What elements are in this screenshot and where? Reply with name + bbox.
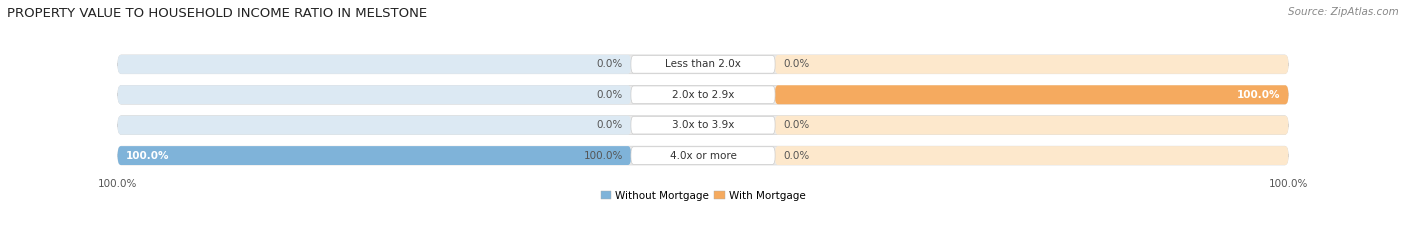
Text: Source: ZipAtlas.com: Source: ZipAtlas.com <box>1288 7 1399 17</box>
Text: 100.0%: 100.0% <box>98 179 138 189</box>
FancyBboxPatch shape <box>775 116 1288 135</box>
FancyBboxPatch shape <box>775 146 1288 165</box>
FancyBboxPatch shape <box>775 55 1288 74</box>
FancyBboxPatch shape <box>775 85 1288 104</box>
Text: Less than 2.0x: Less than 2.0x <box>665 59 741 69</box>
Text: 100.0%: 100.0% <box>1237 90 1279 100</box>
FancyBboxPatch shape <box>118 146 631 165</box>
FancyBboxPatch shape <box>118 55 1288 74</box>
Text: PROPERTY VALUE TO HOUSEHOLD INCOME RATIO IN MELSTONE: PROPERTY VALUE TO HOUSEHOLD INCOME RATIO… <box>7 7 427 20</box>
FancyBboxPatch shape <box>118 146 631 165</box>
Text: 0.0%: 0.0% <box>783 120 810 130</box>
FancyBboxPatch shape <box>775 85 1288 104</box>
FancyBboxPatch shape <box>118 146 1288 165</box>
Text: 0.0%: 0.0% <box>596 59 623 69</box>
Text: 100.0%: 100.0% <box>583 150 623 161</box>
Text: 0.0%: 0.0% <box>783 150 810 161</box>
FancyBboxPatch shape <box>631 86 775 104</box>
Text: 3.0x to 3.9x: 3.0x to 3.9x <box>672 120 734 130</box>
Text: 100.0%: 100.0% <box>127 150 169 161</box>
Text: 100.0%: 100.0% <box>1268 179 1308 189</box>
FancyBboxPatch shape <box>631 116 775 134</box>
Legend: Without Mortgage, With Mortgage: Without Mortgage, With Mortgage <box>596 186 810 205</box>
FancyBboxPatch shape <box>631 147 775 164</box>
Text: 0.0%: 0.0% <box>783 59 810 69</box>
FancyBboxPatch shape <box>118 55 631 74</box>
Text: 0.0%: 0.0% <box>596 120 623 130</box>
FancyBboxPatch shape <box>118 116 631 135</box>
FancyBboxPatch shape <box>118 116 1288 135</box>
FancyBboxPatch shape <box>631 55 775 73</box>
Text: 2.0x to 2.9x: 2.0x to 2.9x <box>672 90 734 100</box>
Text: 4.0x or more: 4.0x or more <box>669 150 737 161</box>
Text: 0.0%: 0.0% <box>596 90 623 100</box>
FancyBboxPatch shape <box>118 85 1288 104</box>
FancyBboxPatch shape <box>118 85 631 104</box>
